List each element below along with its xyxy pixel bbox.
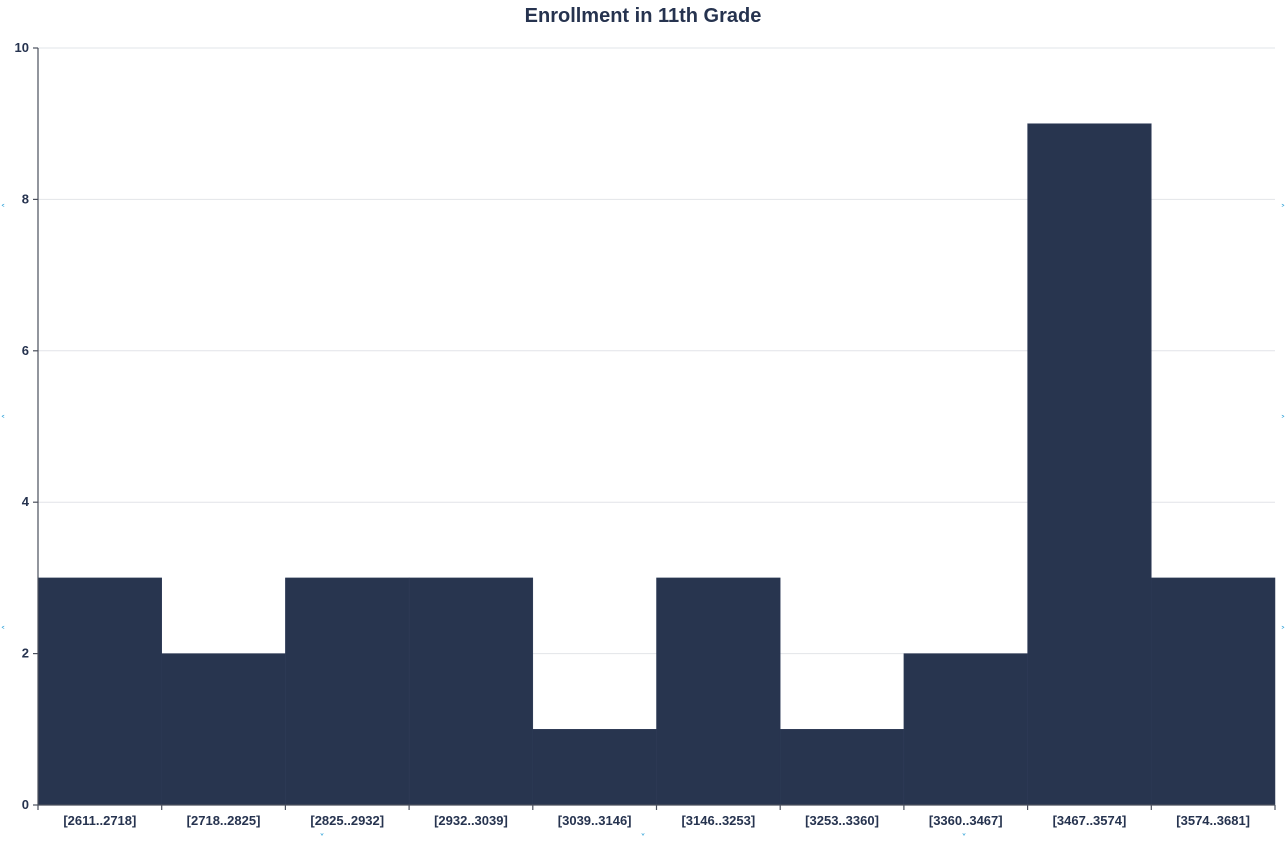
bars (37, 123, 1276, 806)
resize-handle-icon[interactable]: ˂ (1, 203, 6, 215)
y-tick-label: 10 (15, 40, 29, 55)
resize-handle-icon[interactable]: ˄ (641, 0, 646, 7)
y-tick-label: 8 (22, 191, 29, 206)
resize-handle-icon[interactable]: ˃ (1281, 625, 1286, 637)
x-tick-label: [3146..3253] (681, 813, 755, 828)
y-tick-label: 0 (22, 797, 29, 812)
histogram-bar[interactable] (779, 729, 905, 806)
x-tick-label: [3253..3360] (805, 813, 879, 828)
resize-handle-icon[interactable]: ˃ (1281, 414, 1286, 426)
x-tick-label: [2718..2825] (187, 813, 261, 828)
histogram-bar[interactable] (37, 577, 162, 806)
resize-handle-icon[interactable]: ˂ (1, 414, 6, 426)
x-tick-label: [3467..3574] (1053, 813, 1127, 828)
resize-handle-icon[interactable]: ˃ (1281, 203, 1286, 215)
x-tick-label: [2932..3039] (434, 813, 508, 828)
histogram-bar[interactable] (408, 577, 534, 806)
resize-handle-icon[interactable]: ˄ (962, 0, 967, 7)
histogram-bar[interactable] (285, 577, 410, 806)
y-tick-label: 2 (22, 646, 29, 661)
resize-handle-icon[interactable]: ˅ (320, 832, 325, 841)
y-tick-label: 4 (22, 494, 30, 509)
resize-handle-icon[interactable]: ˅ (962, 832, 967, 841)
histogram-bar[interactable] (1151, 577, 1276, 806)
resize-handle-icon[interactable]: ˅ (641, 832, 646, 841)
resize-handle-icon[interactable]: ˄ (320, 0, 325, 7)
y-tick-label: 6 (22, 343, 29, 358)
histogram-bar[interactable] (903, 653, 1028, 806)
histogram-bar[interactable] (1027, 123, 1152, 806)
x-tick-label: [2611..2718] (63, 813, 136, 828)
x-tick-label: [3574..3681] (1176, 813, 1250, 828)
histogram-bar[interactable] (161, 653, 286, 806)
histogram-bar[interactable] (532, 729, 657, 806)
chart-title: Enrollment in 11th Grade (525, 5, 762, 27)
axes: 0 2 4 6 8 10 [2611..2718] [2718..2825] [2825..29… (15, 40, 1276, 828)
x-tick-label: [2825..2932] (310, 813, 384, 828)
resize-handle-icon[interactable]: ˂ (1, 625, 6, 637)
x-tick-label: [3360..3467] (929, 813, 1003, 828)
x-tick-label: [3039..3146] (558, 813, 632, 828)
histogram-bar[interactable] (656, 577, 781, 806)
